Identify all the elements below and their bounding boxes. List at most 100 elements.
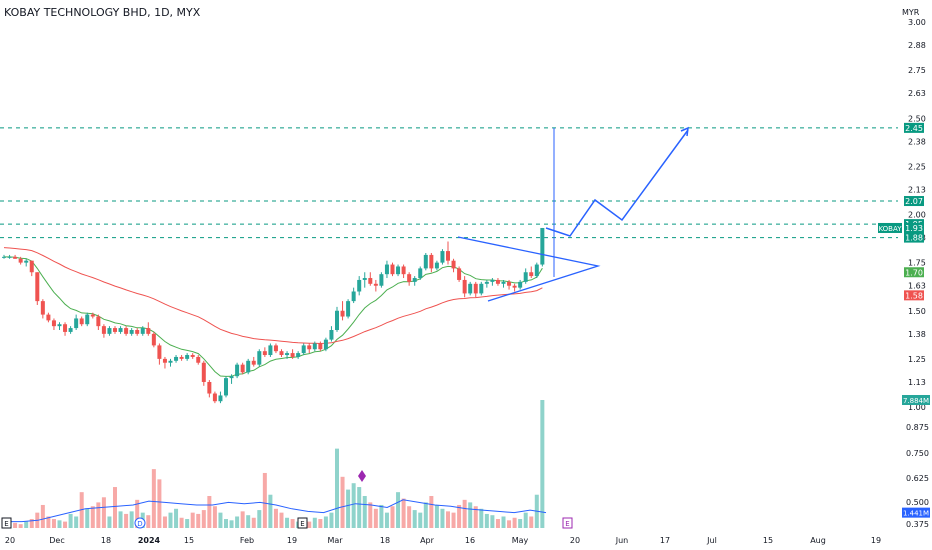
x-tick-label: 20: [570, 536, 580, 545]
candle-body: [18, 258, 23, 263]
candle-body: [373, 283, 378, 286]
candle-body: [512, 285, 517, 288]
volume-bar: [262, 472, 267, 528]
candle-body: [312, 343, 317, 350]
volume-bar: [101, 497, 106, 528]
volume-bar: [318, 519, 323, 528]
x-tick-label: 16: [465, 536, 475, 545]
candle-body: [190, 355, 195, 357]
volume-bar: [196, 513, 201, 528]
volume-bar: [457, 504, 462, 528]
candle-body: [440, 251, 445, 263]
volume-bar: [146, 515, 151, 528]
candle-body: [196, 356, 201, 363]
volume-bar: [268, 494, 273, 528]
candle-body: [423, 254, 428, 269]
volume-bar: [190, 512, 195, 528]
price-label-text: 1.88: [905, 234, 923, 243]
candle-body: [501, 281, 506, 284]
volume-bar: [63, 521, 68, 528]
price-label-box: [904, 290, 924, 301]
candle-body: [85, 314, 90, 325]
x-tick-label: 2024: [138, 536, 161, 545]
volume-bar: [246, 515, 251, 528]
volume-bar: [273, 508, 278, 528]
x-tick-label: Jun: [615, 536, 629, 545]
volume-bar: [240, 511, 245, 528]
candle-body: [407, 274, 412, 282]
event-marker-label: E: [300, 520, 304, 528]
volume-bar: [484, 513, 489, 528]
candle-body: [507, 281, 512, 286]
volume-bar: [68, 513, 73, 528]
candle-body: [79, 318, 84, 325]
volume-bar: [96, 502, 101, 528]
candle-body: [146, 328, 151, 334]
candle-body: [68, 328, 73, 332]
candle-body: [218, 395, 223, 402]
volume-bar: [229, 520, 234, 528]
volume-bar: [418, 512, 423, 528]
volume-bar: [423, 502, 428, 528]
volume-bar: [412, 510, 417, 528]
volume-label-box: [902, 395, 930, 405]
x-tick-label: May: [512, 536, 529, 545]
volume-bar: [429, 496, 434, 528]
volume-bar: [362, 496, 367, 528]
candle-body: [296, 353, 301, 357]
volume-bar: [257, 510, 262, 528]
moving-averages: [3, 247, 543, 377]
candle-body: [340, 310, 345, 317]
candle-body: [129, 330, 134, 334]
candle-body: [490, 279, 495, 282]
price-label-box: [904, 196, 924, 207]
candle-body: [162, 358, 167, 363]
volume-bar: [540, 400, 545, 528]
volume-bar: [13, 522, 18, 528]
price-tick-label: 2.63: [908, 89, 926, 98]
volume-bar: [207, 496, 212, 528]
price-candles: [2, 227, 545, 404]
price-label-text: 1.70: [905, 268, 923, 277]
candle-body: [90, 314, 95, 317]
volume-bar: [157, 479, 162, 528]
x-tick-label: 19: [287, 536, 297, 545]
volume-bar: [340, 476, 345, 528]
volume-bar: [74, 516, 79, 528]
volume-bar: [401, 498, 406, 528]
candle-body: [429, 254, 434, 269]
dividend-marker-icon: [134, 517, 146, 529]
chart-title: KOBAY TECHNOLOGY BHD, 1D, MYX: [4, 6, 201, 19]
price-tick-label: 1.50: [908, 307, 926, 316]
volume-bar: [29, 519, 34, 528]
volume-bar: [290, 519, 295, 528]
volume-tick-label: 0.625: [906, 474, 929, 483]
candle-body: [257, 351, 262, 365]
candle-body: [384, 264, 389, 275]
volume-bar: [512, 517, 517, 528]
volume-bar: [185, 519, 190, 528]
x-tick-label: 20: [5, 536, 15, 545]
x-tick-label: Dec: [49, 536, 64, 545]
volume-bar: [151, 469, 156, 528]
candle-body: [368, 278, 373, 284]
volume-bar: [279, 512, 284, 528]
volume-bar: [507, 520, 512, 528]
price-label-box: [904, 267, 924, 278]
event-diamond-icon: [358, 470, 366, 482]
price-tick-label: 3.00: [908, 18, 926, 27]
candle-body: [346, 301, 351, 317]
x-tick-label: 18: [101, 536, 111, 545]
volume-bar: [224, 519, 228, 528]
volume-bar: [162, 516, 167, 528]
candle-body: [451, 260, 456, 269]
candle-body: [418, 268, 423, 279]
volume-tick-label: 0.500: [906, 498, 929, 507]
candle-body: [462, 279, 467, 294]
candle-body: [323, 339, 328, 350]
candle-body: [235, 364, 240, 377]
candle-body: [229, 376, 234, 379]
candle-body: [523, 272, 528, 282]
candle-body: [246, 360, 251, 373]
